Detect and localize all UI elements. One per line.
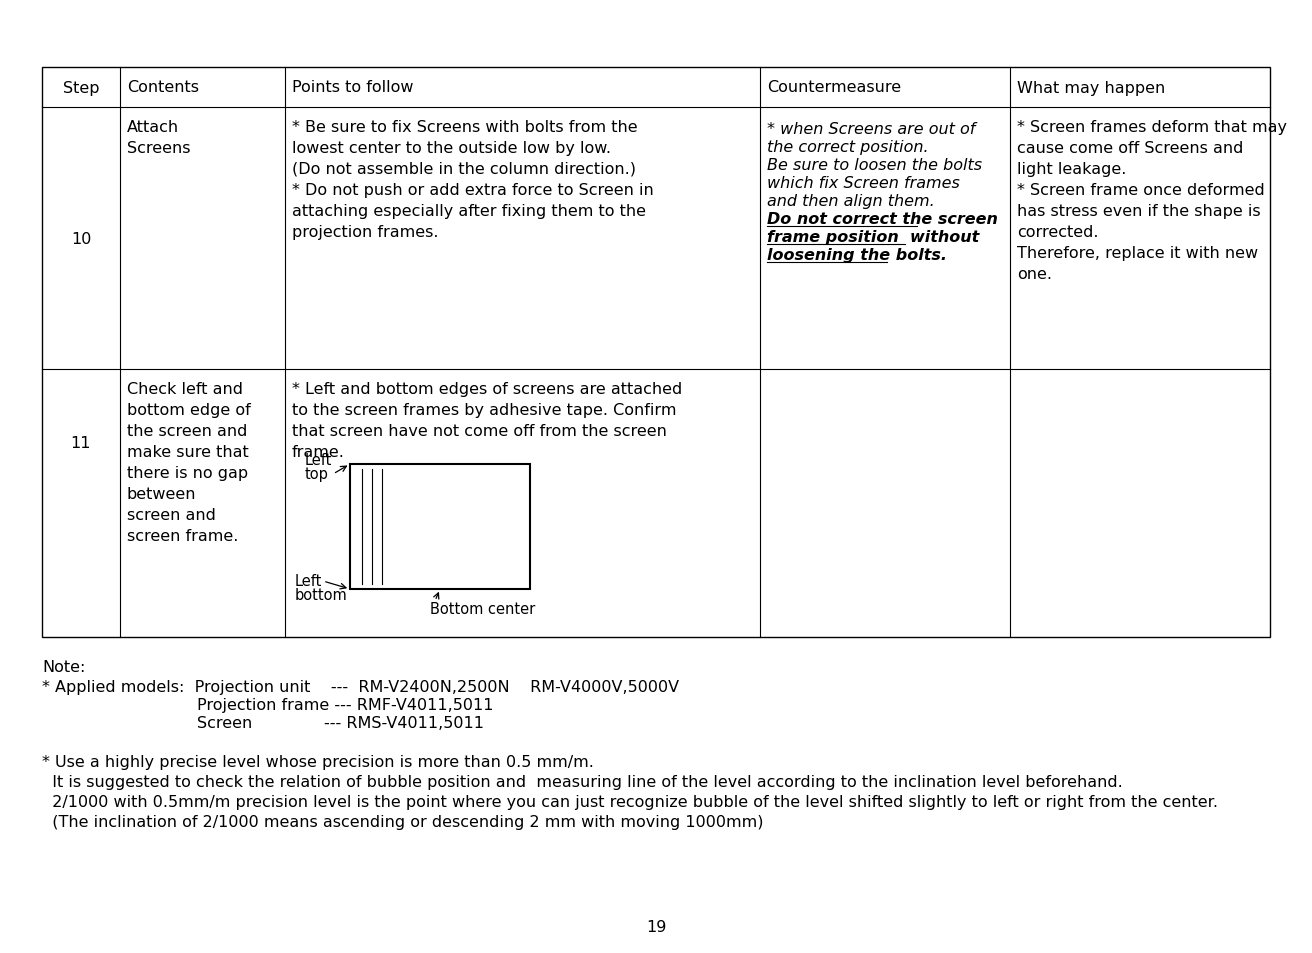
Text: Countermeasure: Countermeasure bbox=[768, 80, 901, 95]
Text: * Use a highly precise level whose precision is more than 0.5 mm/m.: * Use a highly precise level whose preci… bbox=[42, 754, 594, 769]
Bar bbox=[42, 68, 1270, 638]
Text: 19: 19 bbox=[646, 919, 666, 934]
Text: * Screen frames deform that may
cause come off Screens and
light leakage.
* Scre: * Screen frames deform that may cause co… bbox=[1017, 120, 1287, 282]
Text: loosening the bolts.: loosening the bolts. bbox=[768, 248, 947, 263]
Text: 2/1000 with 0.5mm/m precision level is the point where you can just recognize bu: 2/1000 with 0.5mm/m precision level is t… bbox=[42, 794, 1218, 809]
Text: Contents: Contents bbox=[127, 80, 199, 95]
Text: which fix Screen frames: which fix Screen frames bbox=[768, 175, 960, 191]
Text: Attach
Screens: Attach Screens bbox=[127, 120, 190, 156]
Text: and then align them.: and then align them. bbox=[768, 193, 934, 209]
Text: * when Screens are out of: * when Screens are out of bbox=[768, 122, 975, 137]
Text: Be sure to loosen the bolts: Be sure to loosen the bolts bbox=[768, 158, 983, 172]
Text: top: top bbox=[304, 467, 329, 481]
Text: 11: 11 bbox=[71, 436, 92, 451]
Text: Projection frame --- RMF-V4011,5011: Projection frame --- RMF-V4011,5011 bbox=[197, 698, 493, 712]
Text: bottom: bottom bbox=[295, 587, 348, 602]
Text: Note:: Note: bbox=[42, 659, 85, 675]
Text: * Left and bottom edges of screens are attached
to the screen frames by adhesive: * Left and bottom edges of screens are a… bbox=[293, 381, 682, 459]
Text: Bottom center: Bottom center bbox=[430, 601, 535, 617]
Text: Left: Left bbox=[304, 453, 332, 468]
Bar bbox=[350, 464, 530, 589]
Text: What may happen: What may happen bbox=[1017, 80, 1165, 95]
Text: Left: Left bbox=[295, 574, 323, 588]
Text: It is suggested to check the relation of bubble position and  measuring line of : It is suggested to check the relation of… bbox=[42, 774, 1123, 789]
Text: * Be sure to fix Screens with bolts from the
lowest center to the outside low by: * Be sure to fix Screens with bolts from… bbox=[293, 120, 653, 240]
Text: Step: Step bbox=[63, 80, 100, 95]
Text: frame position  without: frame position without bbox=[768, 230, 979, 245]
Text: Do not correct the screen: Do not correct the screen bbox=[768, 212, 998, 227]
Text: Check left and
bottom edge of
the screen and
make sure that
there is no gap
betw: Check left and bottom edge of the screen… bbox=[127, 381, 251, 543]
Text: (The inclination of 2/1000 means ascending or descending 2 mm with moving 1000mm: (The inclination of 2/1000 means ascendi… bbox=[42, 814, 764, 829]
Text: the correct position.: the correct position. bbox=[768, 140, 929, 154]
Text: Points to follow: Points to follow bbox=[293, 80, 413, 95]
Text: Screen              --- RMS-V4011,5011: Screen --- RMS-V4011,5011 bbox=[197, 716, 484, 730]
Text: 10: 10 bbox=[71, 232, 92, 246]
Text: * Applied models:  Projection unit    ---  RM-V2400N,2500N    RM-V4000V,5000V: * Applied models: Projection unit --- RM… bbox=[42, 679, 680, 695]
